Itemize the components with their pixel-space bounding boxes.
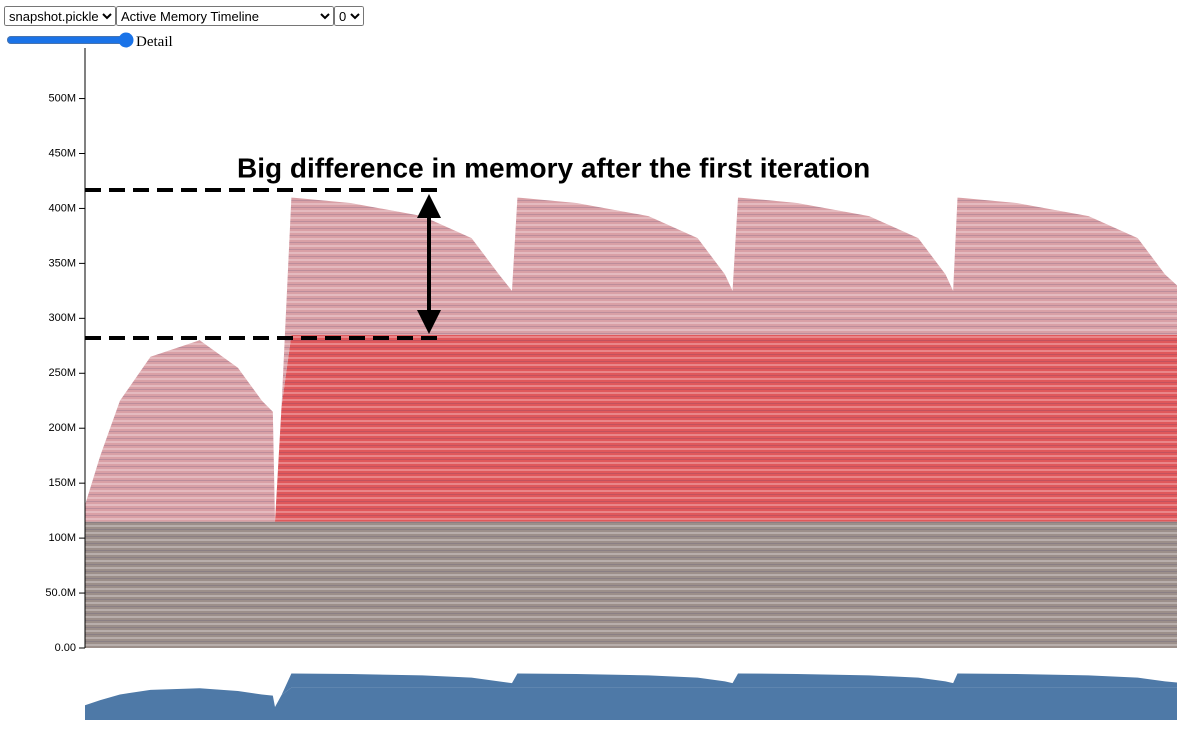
y-tick-label: 400M [48, 202, 76, 214]
y-tick-label: 0.00 [55, 642, 76, 654]
overview-band [85, 673, 1177, 707]
y-tick-label: 350M [48, 257, 76, 269]
device-select[interactable]: 0 [334, 6, 364, 26]
y-tick-label: 500M [48, 92, 76, 104]
y-tick-label: 300M [48, 312, 76, 324]
plot-area [85, 197, 1177, 648]
view-select[interactable]: Active Memory Timeline [116, 6, 334, 26]
area-band-texture [85, 197, 1177, 522]
y-axis: 0.00 50.0M 100M 150M 200M 250M 300M 350M 400M 450… [45, 48, 86, 654]
y-tick-label: 150M [48, 477, 76, 489]
slider-row: Detail [4, 28, 173, 51]
y-tick-label: 200M [48, 422, 76, 434]
area-band-texture [85, 521, 1177, 648]
area-band-texture [85, 334, 1177, 522]
y-tick-label: 50.0M [45, 587, 76, 599]
y-tick-label: 250M [48, 367, 76, 379]
overview-band [85, 706, 1177, 720]
y-tick-label: 100M [48, 532, 76, 544]
arrow-head [417, 310, 441, 334]
overview [85, 673, 1177, 720]
file-select[interactable]: snapshot.pickle [4, 6, 116, 26]
detail-slider[interactable] [6, 31, 134, 48]
y-tick-label: 450M [48, 147, 76, 159]
annotation-marks [85, 188, 441, 340]
slider-label: Detail [136, 34, 173, 50]
arrow-head [417, 194, 441, 218]
annotation: Big difference in memory after the first… [237, 152, 870, 183]
controls: snapshot.pickle Active Memory Timeline 0 [4, 6, 364, 26]
overview-band [85, 687, 1177, 707]
